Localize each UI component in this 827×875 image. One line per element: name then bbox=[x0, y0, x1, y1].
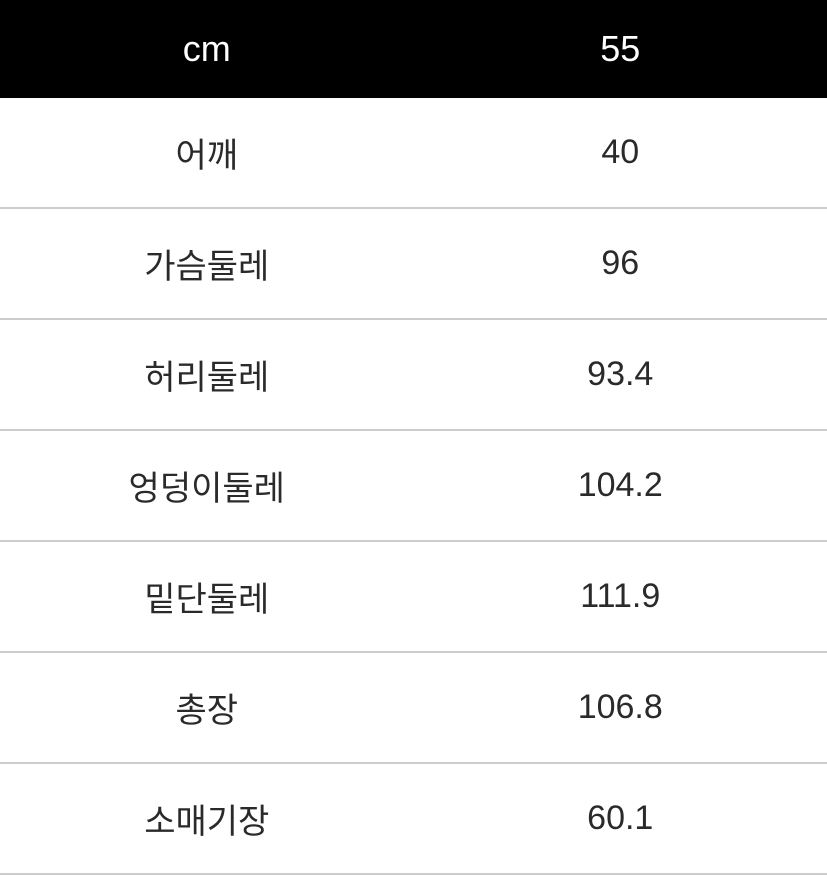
table-row: 어깨 40 bbox=[0, 98, 827, 208]
measurement-label: 밑단둘레 bbox=[0, 541, 414, 652]
measurement-label: 소매기장 bbox=[0, 763, 414, 874]
measurement-label: 허리둘레 bbox=[0, 319, 414, 430]
table-row: 밑단둘레 111.9 bbox=[0, 541, 827, 652]
header-size: 55 bbox=[414, 0, 827, 98]
measurement-value: 60.1 bbox=[414, 763, 827, 874]
size-chart-table: cm 55 어깨 40 가슴둘레 96 허리둘레 93.4 엉덩이둘레 104.… bbox=[0, 0, 827, 875]
measurement-value: 40 bbox=[414, 98, 827, 208]
header-unit: cm bbox=[0, 0, 414, 98]
measurement-value: 104.2 bbox=[414, 430, 827, 541]
measurement-label: 가슴둘레 bbox=[0, 208, 414, 319]
measurement-label: 총장 bbox=[0, 652, 414, 763]
table-row: 총장 106.8 bbox=[0, 652, 827, 763]
table-header-row: cm 55 bbox=[0, 0, 827, 98]
measurement-value: 96 bbox=[414, 208, 827, 319]
measurement-label: 엉덩이둘레 bbox=[0, 430, 414, 541]
measurement-value: 106.8 bbox=[414, 652, 827, 763]
measurement-value: 93.4 bbox=[414, 319, 827, 430]
measurement-value: 111.9 bbox=[414, 541, 827, 652]
table-row: 엉덩이둘레 104.2 bbox=[0, 430, 827, 541]
measurement-label: 어깨 bbox=[0, 98, 414, 208]
table-row: 소매기장 60.1 bbox=[0, 763, 827, 874]
table-row: 허리둘레 93.4 bbox=[0, 319, 827, 430]
table-row: 가슴둘레 96 bbox=[0, 208, 827, 319]
